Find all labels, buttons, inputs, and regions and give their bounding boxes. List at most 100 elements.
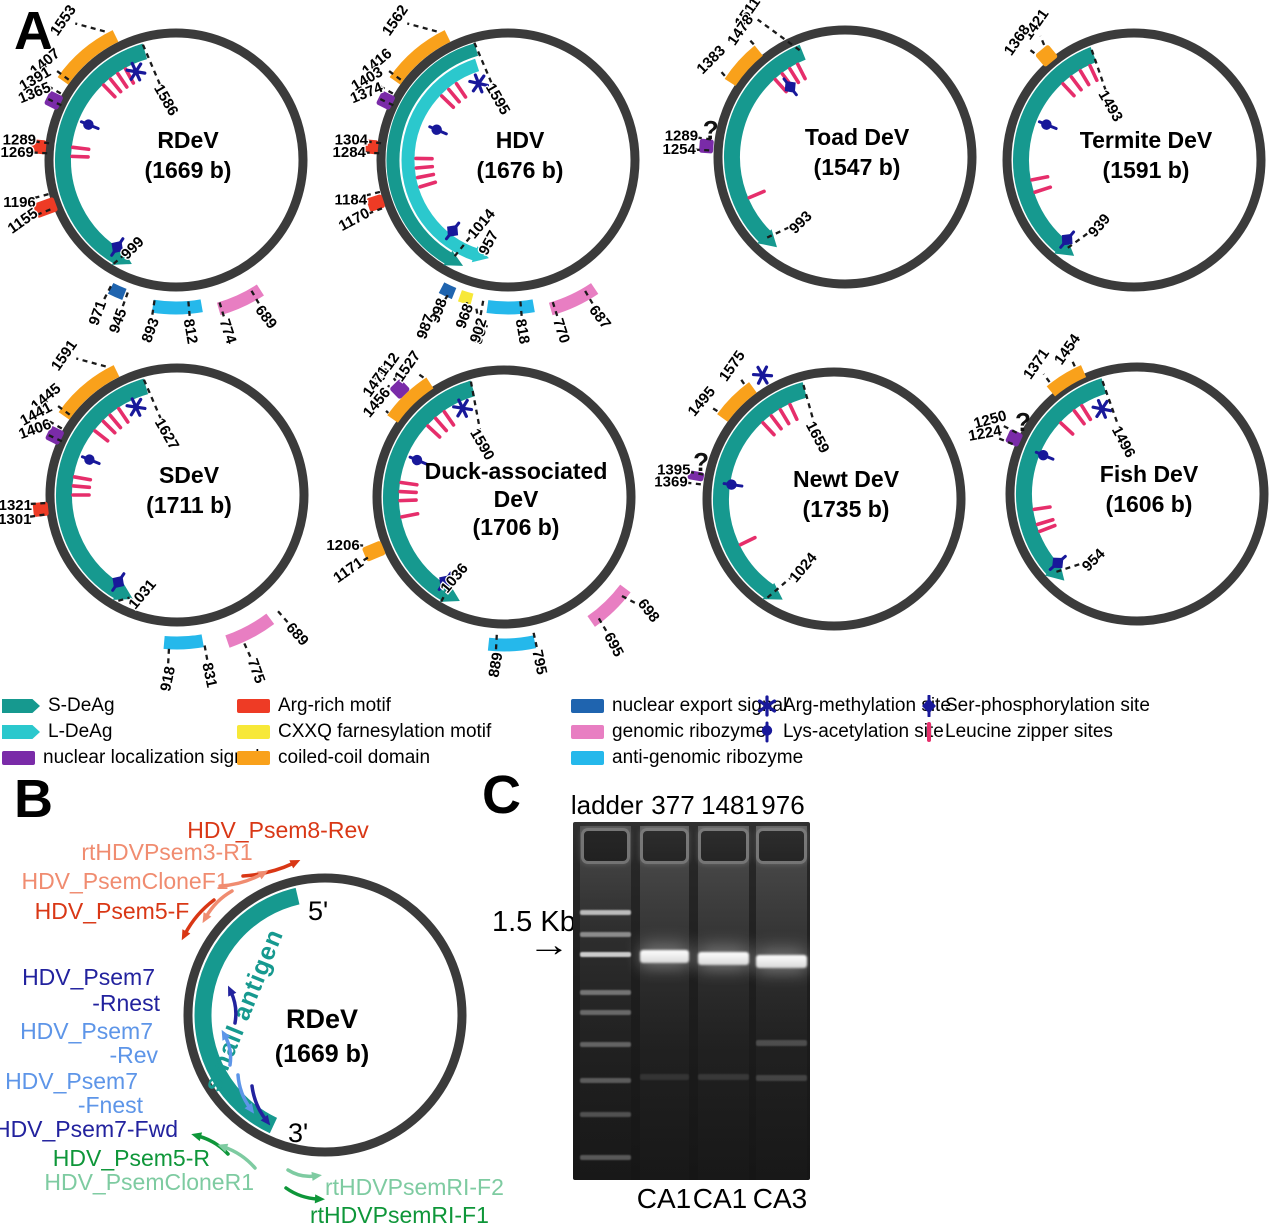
legend-item: Ser-phosphorylation site [919, 695, 1150, 717]
gel-sample-name: CA1 [692, 1183, 748, 1214]
leucine-zipper-tick [1059, 421, 1075, 436]
leucine-zipper-tick [1033, 185, 1053, 194]
plasmid-name: RDeV [286, 1004, 358, 1034]
leucine-zipper-tick [400, 511, 420, 519]
primer-arrow [284, 1186, 320, 1201]
position-label: 1289 [3, 132, 36, 149]
legend-label: S-DeAg [48, 695, 115, 716]
leucine-zipper-tick [788, 67, 801, 85]
plasmid-size: (1711 b) [146, 492, 232, 518]
label-connector [112, 255, 124, 265]
label-connector [1026, 46, 1036, 55]
feature-coiled-coil-domain [387, 377, 434, 423]
plasmid-ring [1005, 362, 1269, 626]
leucine-zipper-tick [1038, 523, 1057, 534]
feature-arg-rich-motif [32, 501, 49, 517]
leucine-zipper-tick [70, 154, 90, 159]
label-connector [32, 139, 50, 145]
gel-sample-lane [640, 826, 689, 1180]
label-connector [243, 642, 253, 660]
gel-lane-label: 976 [761, 790, 805, 820]
legend-item: nuclear export signal [571, 695, 787, 717]
label-connector [1071, 360, 1076, 367]
position-label: 1224 [967, 422, 1003, 445]
leucine-zipper-tick [440, 94, 456, 110]
label-connector [473, 42, 495, 88]
legend-glyph-ser-icon [922, 695, 936, 717]
leucine-zipper-tick [454, 81, 468, 99]
legend-glyph-arg-icon [757, 695, 777, 717]
legend-item: Lys-acetylation site [757, 721, 944, 743]
arg-methylation-site-icon [125, 61, 147, 82]
position-label: 1454 [1051, 330, 1084, 368]
label-connector [711, 406, 719, 413]
legend-item: S-DeAg [2, 695, 115, 717]
label-connector [187, 301, 192, 319]
primer-arrow [218, 872, 264, 888]
label-connector [551, 301, 560, 319]
s-deag-arc [724, 44, 806, 245]
position-label: 1269 [1, 144, 34, 161]
ladder-band [580, 1155, 631, 1160]
label-connector [1001, 423, 1018, 434]
faint-band [756, 1075, 807, 1081]
l-deag-arc [401, 58, 480, 262]
label-connector [584, 290, 595, 307]
plasmid-name: Duck-associated [425, 458, 608, 484]
legend-label: Leucine zipper sites [945, 721, 1113, 742]
primer-label: -Rnest [92, 990, 160, 1016]
label-connector [469, 381, 482, 432]
lys-acetylation-site-icon [761, 721, 773, 743]
legend-item: Leucine zipper sites [919, 721, 1113, 743]
label-connector [203, 645, 209, 663]
unknown-question-mark: ? [1015, 407, 1031, 437]
leucine-zipper-tick [1030, 174, 1050, 182]
position-label: 698 [634, 596, 663, 626]
leucine-zipper-tick [761, 421, 776, 437]
leucine-zipper-tick [116, 71, 129, 89]
position-label: 1304 [335, 132, 369, 149]
panel-b-label: B [14, 769, 53, 829]
arg-methylation-site-icon [468, 73, 490, 94]
legend-label: Lys-acetylation site [783, 721, 944, 742]
panel-a-label: A [14, 1, 53, 61]
lys-acetylation-site-icon [1037, 119, 1058, 131]
feature-coiled-coil-domain [1046, 365, 1087, 397]
position-label: 1369 [654, 473, 687, 490]
gel-well [698, 828, 749, 864]
arc-arrowhead [471, 246, 489, 263]
plasmid-ring [702, 367, 966, 631]
label-connector [1101, 380, 1121, 430]
plasmid-name: HDV [496, 127, 545, 153]
primer-label: rtHDVPsemRI-F1 [310, 1202, 489, 1228]
legend-label: L-DeAg [48, 721, 113, 742]
feature-genomic-ribozyme [587, 584, 631, 627]
arc-arrowhead [443, 250, 464, 266]
gel-sample-name: CA3 [752, 1183, 808, 1214]
legend-label: CXXQ farnesylation motif [278, 721, 492, 742]
position-label: 1321 [0, 497, 32, 514]
gel-sample-lane [756, 826, 807, 1180]
feature-coiled-coil-domain [724, 45, 763, 87]
unknown-question-mark: ? [703, 115, 719, 145]
leucine-zipper-tick [788, 402, 799, 422]
legend-swatch-coiled [237, 751, 270, 765]
legend-label: nuclear export signal [612, 695, 788, 716]
legend-swatch-ldeag [2, 725, 40, 739]
leucine-zipper-tick [747, 189, 766, 200]
arg-methylation-site-icon [452, 398, 474, 418]
legend-label: Arg-methylation site [783, 695, 951, 716]
label-connector [358, 556, 369, 564]
primer-arrow [286, 1168, 317, 1179]
ser-phosphorylation-site-icon [110, 237, 125, 257]
position-label: 1383 [693, 42, 729, 78]
plasmid-ring [372, 365, 636, 629]
arg-methylation-site-icon [757, 695, 777, 717]
primer-arrowhead [228, 985, 237, 997]
label-connector [218, 302, 226, 320]
primer-arrow [196, 1134, 230, 1156]
label-connector [363, 190, 381, 198]
position-label: 1591 [48, 337, 81, 374]
label-connector [683, 481, 701, 486]
